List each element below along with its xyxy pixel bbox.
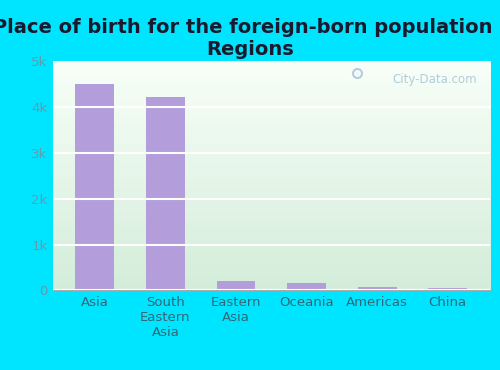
Bar: [358, 287, 397, 290]
Bar: [428, 288, 467, 290]
Text: Place of birth for the foreign-born population -
Regions: Place of birth for the foreign-born popu…: [0, 18, 500, 59]
Text: City-Data.com: City-Data.com: [392, 73, 477, 85]
Bar: [287, 283, 326, 290]
Bar: [76, 84, 114, 290]
Bar: [216, 281, 256, 290]
Bar: [146, 97, 185, 290]
